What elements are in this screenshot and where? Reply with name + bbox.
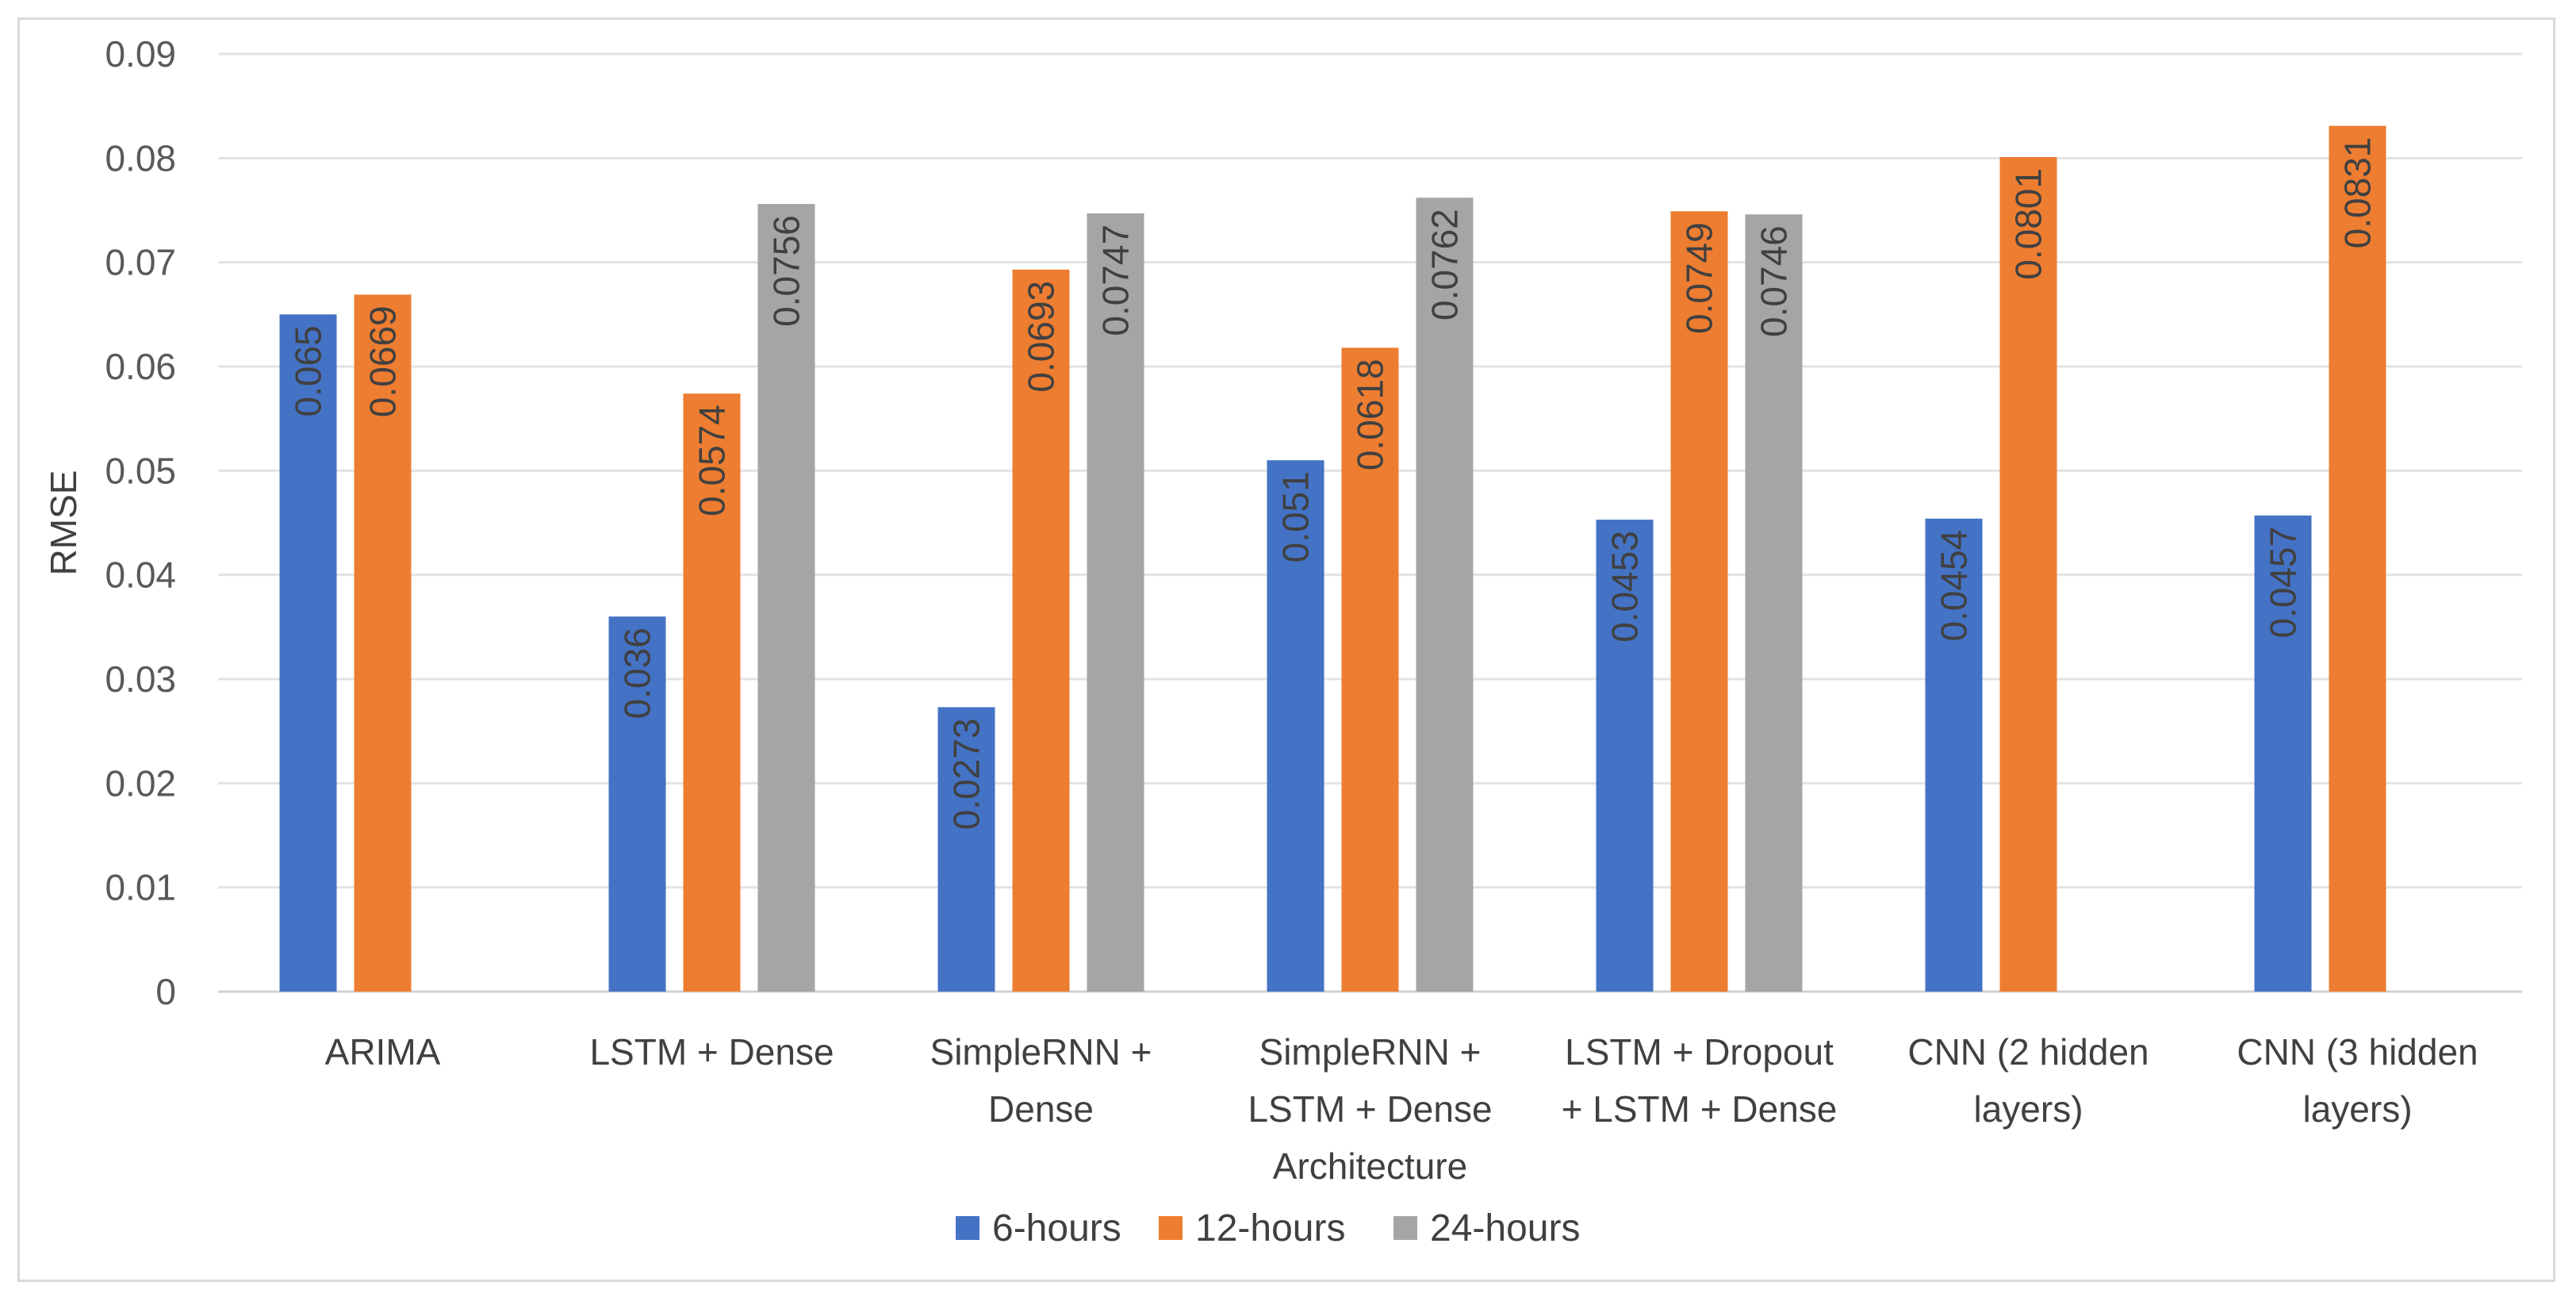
bar	[1341, 347, 1399, 992]
bar	[2254, 515, 2312, 992]
y-tick-label: 0.08	[105, 137, 176, 178]
bar	[1087, 213, 1144, 992]
bar	[937, 707, 995, 992]
y-tick-label: 0.07	[105, 242, 176, 283]
bar	[1012, 269, 1070, 992]
bar	[1596, 520, 1654, 992]
data-label: 0.0746	[1754, 225, 1795, 337]
data-label: 0.0669	[362, 305, 404, 417]
x-tick-label: SimpleRNN +	[1259, 1031, 1482, 1073]
y-tick-label: 0.05	[105, 450, 176, 491]
x-tick-label: LSTM + Dense	[589, 1031, 834, 1073]
x-tick-label: + LSTM + Dense	[1562, 1088, 1838, 1130]
data-label: 0.051	[1275, 471, 1317, 562]
bar	[1267, 460, 1324, 992]
data-label: 0.0756	[766, 215, 807, 327]
bar	[1670, 211, 1728, 992]
data-label: 0.0453	[1604, 531, 1646, 643]
x-tick-label: ARIMA	[325, 1031, 441, 1073]
x-tick-label: SimpleRNN +	[930, 1031, 1152, 1073]
bar	[2329, 125, 2386, 992]
y-tick-label: 0	[155, 971, 176, 1012]
x-tick-label: Dense	[988, 1088, 1094, 1130]
y-tick-label: 0.04	[105, 555, 176, 596]
x-tick-label: layers)	[2302, 1088, 2412, 1130]
y-tick-label: 0.02	[105, 762, 176, 804]
data-label: 0.0693	[1021, 281, 1062, 393]
bar	[354, 294, 412, 992]
x-tick-label: CNN (3 hidden	[2237, 1031, 2478, 1073]
x-tick-label: Architecture	[1273, 1146, 1467, 1187]
y-tick-label: 0.09	[105, 33, 176, 75]
bar	[1416, 198, 1474, 992]
legend-swatch	[1393, 1216, 1417, 1240]
legend-label: 12-hours	[1195, 1207, 1345, 1249]
data-label: 0.036	[617, 627, 658, 719]
bar	[1925, 518, 1983, 992]
bar	[279, 314, 337, 992]
legend-label: 6-hours	[992, 1207, 1121, 1249]
data-label: 0.0831	[2337, 137, 2379, 249]
y-axis-title: RMSE	[43, 470, 84, 576]
bar	[757, 204, 815, 992]
data-label: 0.0747	[1095, 225, 1137, 336]
legend-swatch	[956, 1216, 979, 1240]
y-tick-label: 0.06	[105, 346, 176, 387]
data-label: 0.0574	[692, 405, 733, 516]
x-tick-label: LSTM + Dense	[1248, 1088, 1492, 1130]
data-label: 0.0618	[1350, 359, 1391, 470]
legend-label: 24-hours	[1430, 1207, 1580, 1249]
y-tick-label: 0.01	[105, 867, 176, 908]
bar	[1745, 214, 1803, 992]
data-label: 0.0801	[2008, 168, 2049, 280]
data-label: 0.0749	[1679, 222, 1720, 334]
data-label: 0.065	[288, 325, 329, 416]
bar	[683, 393, 741, 992]
x-tick-label: LSTM + Dropout	[1565, 1031, 1834, 1073]
bar	[608, 616, 666, 992]
x-tick-label: layers)	[1973, 1088, 2083, 1130]
data-label: 0.0457	[2263, 527, 2304, 639]
x-tick-label: CNN (2 hidden	[1907, 1031, 2149, 1073]
bar	[1999, 157, 2057, 992]
legend-swatch	[1159, 1216, 1183, 1240]
y-tick-label: 0.03	[105, 658, 176, 700]
data-label: 0.0762	[1424, 209, 1466, 320]
data-label: 0.0454	[1934, 530, 1975, 642]
data-label: 0.0273	[946, 718, 987, 830]
